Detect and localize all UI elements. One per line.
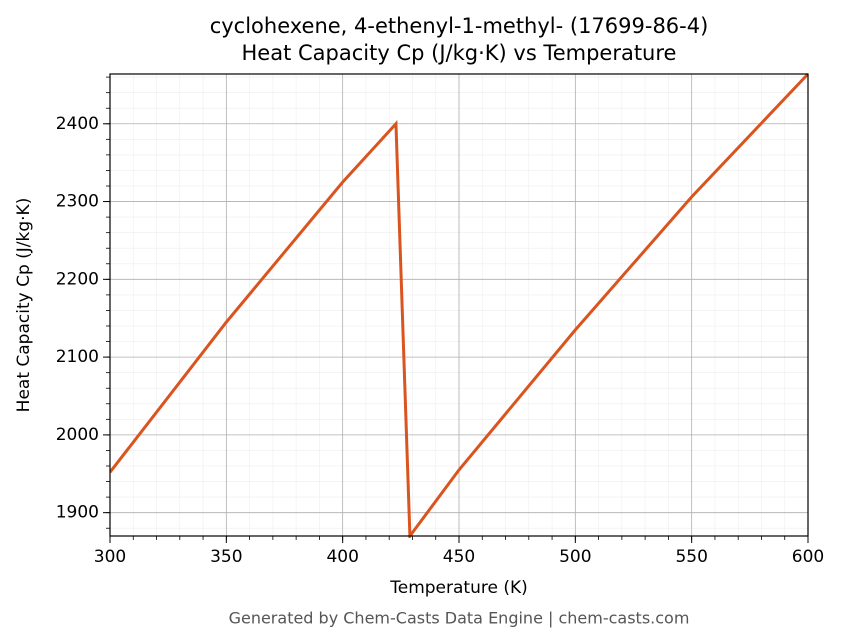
- y-tick-label: 1900: [56, 503, 99, 523]
- y-tick-label: 2200: [56, 269, 99, 289]
- y-axis-label: Heat Capacity Cp (J/kg·K): [14, 198, 34, 413]
- x-tick-label: 300: [94, 547, 126, 567]
- chart-subtitle: Heat Capacity Cp (J/kg·K) vs Temperature: [242, 41, 677, 65]
- plot-frame: [109, 73, 809, 537]
- x-axis-label: Temperature (K): [389, 578, 528, 598]
- y-tick-label: 2000: [56, 425, 99, 445]
- x-tick-label: 550: [675, 547, 707, 567]
- x-tick-label: 350: [210, 547, 242, 567]
- chart-title: cyclohexene, 4-ethenyl-1-methyl- (17699-…: [210, 14, 709, 38]
- x-tick-label: 400: [326, 547, 358, 567]
- x-tick-label: 450: [443, 547, 475, 567]
- footer: Generated by Chem-Casts Data Engine | ch…: [229, 609, 690, 628]
- y-tick-label: 2100: [56, 347, 99, 367]
- y-tick-label: 2400: [56, 114, 99, 134]
- x-tick-label: 600: [792, 547, 824, 567]
- x-tick-label: 500: [559, 547, 591, 567]
- y-tick-label: 2300: [56, 192, 99, 212]
